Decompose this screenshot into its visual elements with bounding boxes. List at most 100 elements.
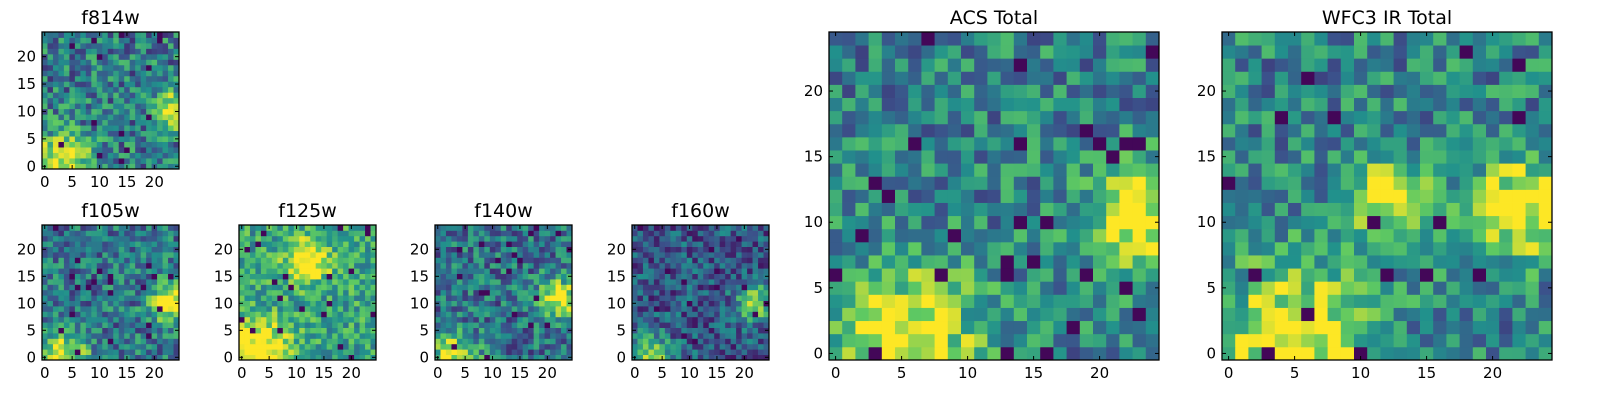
heatmap-cell bbox=[495, 311, 502, 318]
heatmap-cell bbox=[961, 97, 975, 112]
heatmap-cell bbox=[708, 327, 715, 334]
heatmap-cell bbox=[842, 202, 856, 217]
heatmap-cell bbox=[686, 322, 693, 328]
heatmap-cell bbox=[1340, 228, 1355, 243]
heatmap-cell bbox=[1354, 333, 1368, 348]
heatmap-cell bbox=[763, 311, 770, 318]
heatmap-cell bbox=[528, 306, 535, 312]
heatmap-cell bbox=[1446, 84, 1460, 98]
x-tick-label: 15 bbox=[117, 364, 136, 382]
heatmap-cell bbox=[934, 150, 949, 164]
heatmap-cell bbox=[74, 311, 81, 318]
heatmap-cell bbox=[1040, 189, 1054, 203]
heatmap-cell bbox=[129, 306, 136, 312]
heatmap-cell bbox=[282, 295, 289, 301]
heatmap-cell bbox=[1459, 333, 1474, 348]
heatmap-cell bbox=[69, 42, 76, 49]
heatmap-cell bbox=[467, 354, 474, 361]
heatmap-cell bbox=[921, 333, 935, 348]
heatmap-cell bbox=[1420, 163, 1434, 177]
heatmap-cell bbox=[348, 273, 355, 280]
heatmap-cell bbox=[947, 202, 962, 217]
heatmap-cell bbox=[80, 230, 87, 237]
heatmap-cell bbox=[74, 163, 81, 170]
heatmap-cell bbox=[1000, 294, 1015, 308]
heatmap-cell bbox=[1248, 97, 1262, 112]
heatmap-cell bbox=[255, 246, 262, 253]
heatmap-cell bbox=[1274, 294, 1289, 308]
heatmap-cell bbox=[337, 295, 344, 301]
heatmap-cell bbox=[741, 311, 748, 318]
heatmap-cell bbox=[895, 307, 909, 322]
heatmap-cell bbox=[1222, 320, 1236, 335]
heatmap-cell bbox=[511, 333, 518, 339]
heatmap-cell bbox=[326, 316, 333, 323]
heatmap-cell bbox=[719, 354, 726, 361]
heatmap-cell bbox=[714, 241, 721, 247]
heatmap-cell bbox=[566, 311, 573, 318]
heatmap-cell bbox=[489, 343, 496, 350]
heatmap-cell bbox=[675, 289, 682, 296]
heatmap-cell bbox=[1013, 346, 1028, 361]
heatmap-cell bbox=[74, 42, 81, 49]
heatmap-cell bbox=[74, 53, 81, 60]
heatmap-cell bbox=[1367, 320, 1381, 335]
heatmap-cell bbox=[157, 147, 163, 153]
heatmap-cell bbox=[533, 246, 540, 253]
heatmap-cell bbox=[1538, 97, 1553, 112]
heatmap-cell bbox=[653, 306, 660, 312]
heatmap-cell bbox=[58, 268, 65, 274]
heatmap-cell bbox=[359, 289, 366, 296]
heatmap-cell bbox=[763, 316, 770, 323]
heatmap-cell bbox=[445, 354, 452, 361]
heatmap-cell bbox=[566, 235, 573, 242]
heatmap-cell bbox=[80, 108, 87, 115]
heatmap-cell bbox=[118, 311, 125, 318]
heatmap-cell bbox=[80, 225, 87, 231]
heatmap-cell bbox=[648, 316, 655, 323]
heatmap-cell bbox=[642, 306, 649, 312]
heatmap-cell bbox=[42, 252, 48, 258]
heatmap-cell bbox=[370, 284, 377, 291]
heatmap-cell bbox=[1393, 45, 1408, 59]
heatmap-cell bbox=[168, 268, 174, 274]
heatmap-cell bbox=[462, 333, 469, 339]
heatmap-cell bbox=[829, 215, 843, 230]
heatmap-cell bbox=[730, 246, 737, 253]
heatmap-cell bbox=[151, 59, 158, 66]
heatmap-cell bbox=[637, 230, 644, 237]
heatmap-cell bbox=[47, 354, 54, 361]
heatmap-cell bbox=[113, 268, 120, 274]
heatmap-cell bbox=[1079, 294, 1094, 308]
heatmap-cell bbox=[445, 295, 452, 301]
heatmap-cell bbox=[107, 163, 114, 170]
heatmap-cell bbox=[288, 257, 295, 264]
heatmap-cell bbox=[249, 273, 256, 280]
heatmap-cell bbox=[96, 235, 103, 242]
heatmap-cell bbox=[129, 295, 136, 301]
heatmap-cell bbox=[725, 273, 732, 280]
heatmap-cell bbox=[315, 257, 322, 264]
heatmap-cell bbox=[80, 262, 87, 269]
heatmap-cell bbox=[63, 235, 70, 242]
heatmap-cell bbox=[1222, 150, 1236, 164]
heatmap-cell bbox=[1459, 202, 1474, 217]
heatmap-cell bbox=[1446, 150, 1460, 164]
heatmap-cell bbox=[440, 225, 447, 231]
heatmap-cell bbox=[1380, 163, 1394, 177]
heatmap-cell bbox=[1248, 45, 1262, 59]
heatmap-cell bbox=[85, 354, 92, 361]
heatmap-cell bbox=[653, 338, 660, 345]
heatmap-cell bbox=[566, 322, 573, 328]
heatmap-cell bbox=[1420, 294, 1434, 308]
heatmap-cell bbox=[1340, 333, 1355, 348]
heatmap-cell bbox=[173, 114, 180, 121]
heatmap-cell bbox=[550, 279, 556, 285]
heatmap-cell bbox=[135, 354, 142, 361]
heatmap-cell bbox=[670, 354, 677, 361]
heatmap-cell bbox=[85, 64, 92, 71]
heatmap-cell bbox=[129, 130, 136, 137]
heatmap-cell bbox=[484, 322, 491, 328]
heatmap-cell bbox=[162, 64, 169, 71]
heatmap-cell bbox=[908, 45, 922, 59]
